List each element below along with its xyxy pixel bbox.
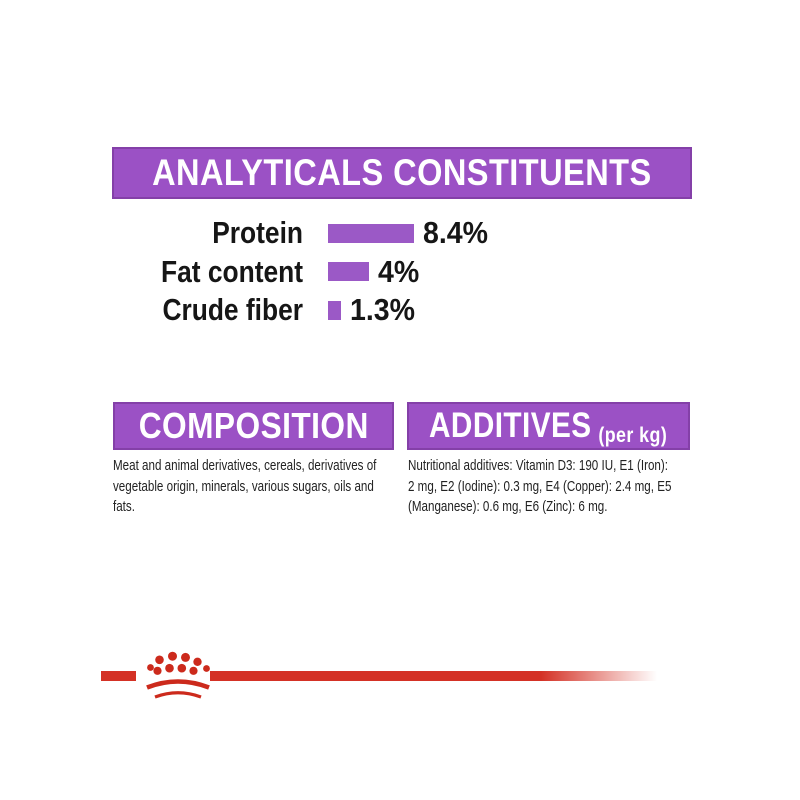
chart-row-fat-content: Fat content 4% [0,253,800,292]
brand-rule-left-segment [101,671,136,681]
additives-title-suffix: (per kg) [598,424,668,447]
composition-body: Meat and animal derivatives, cereals, de… [113,458,377,516]
chart-row-crude-fiber: Crude fiber 1.3% [0,291,800,330]
brand-rule-right-segment [210,671,657,681]
composition-title: COMPOSITION [138,405,369,446]
composition-banner: COMPOSITION [113,402,394,450]
chart-row-protein: Protein 8.4% [0,214,800,253]
chart-label: Fat content [160,253,303,289]
analyticals-chart: Protein 8.4% Fat content 4% Crude fiber … [0,214,800,330]
additives-title-text: ADDITIVES [429,406,592,445]
chart-bar [328,223,414,243]
additives-banner: ADDITIVES (per kg) [407,402,690,450]
chart-bar [328,300,342,320]
analyticals-title: ANALYTICALS CONSTITUENTS [152,152,652,193]
additives-title: ADDITIVES (per kg) [429,406,668,447]
chart-bar [328,262,369,282]
chart-value: 8.4% [422,215,488,251]
analyticals-banner: ANALYTICALS CONSTITUENTS [112,147,692,199]
chart-label: Protein [212,215,303,251]
additives-body: Nutritional additives: Vitamin D3: 190 I… [408,458,672,516]
royal-canin-crown-icon [146,651,210,699]
chart-value: 1.3% [350,292,416,328]
chart-label: Crude fiber [162,292,303,328]
chart-value: 4% [377,253,420,289]
